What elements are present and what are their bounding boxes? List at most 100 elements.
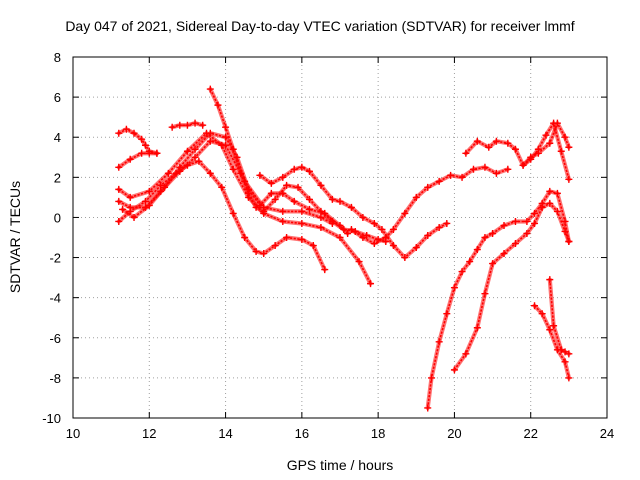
data-point [164, 169, 172, 177]
data-point [328, 195, 336, 203]
data-point [511, 145, 519, 153]
data-point [527, 155, 535, 163]
x-tick-label: 16 [295, 426, 309, 441]
data-point [466, 258, 474, 266]
chart-title: Day 047 of 2021, Sidereal Day-to-day VTE… [65, 18, 574, 34]
data-point [489, 260, 497, 268]
data-point [557, 346, 565, 354]
data-point [195, 157, 203, 165]
x-tick-label: 20 [447, 426, 461, 441]
data-point [546, 276, 554, 284]
data-point [145, 147, 153, 155]
data-point [565, 175, 573, 183]
data-point [523, 217, 531, 225]
data-point [553, 207, 561, 215]
series-track-2 [115, 125, 161, 157]
series-track-3 [168, 119, 207, 131]
data-point [534, 145, 542, 153]
data-point [511, 240, 519, 248]
data-point [206, 85, 214, 93]
data-point [115, 163, 123, 171]
data-point [538, 203, 546, 211]
y-tick-label: 0 [54, 210, 61, 225]
data-point [435, 177, 443, 185]
y-axis-label: SDTVAR / TECUs [7, 181, 23, 293]
data-point [435, 338, 443, 346]
series-band [116, 127, 159, 156]
data-point [229, 165, 237, 173]
data-point [290, 197, 298, 205]
data-point [141, 141, 149, 149]
data-point [531, 219, 539, 227]
data-point [546, 139, 554, 147]
data-point [260, 250, 268, 258]
y-tick-label: -6 [49, 331, 61, 346]
data-point [168, 123, 176, 131]
data-point [241, 234, 249, 241]
series-track-14 [450, 199, 573, 374]
data-point [546, 199, 554, 207]
data-point [389, 225, 397, 233]
y-tick-label: 4 [54, 130, 61, 145]
data-point [122, 125, 130, 133]
data-point [561, 348, 569, 356]
data-point [130, 213, 138, 221]
y-tick-label: 8 [54, 50, 61, 65]
data-point [511, 217, 519, 225]
data-point [561, 227, 569, 235]
data-point [492, 169, 500, 177]
data-point [271, 242, 279, 250]
data-point [389, 242, 397, 250]
data-point [359, 213, 367, 221]
data-point [473, 246, 481, 254]
data-point [336, 234, 344, 241]
data-point [565, 374, 573, 382]
data-point [561, 133, 569, 141]
data-point [550, 322, 558, 330]
data-point [153, 149, 161, 157]
data-point [531, 302, 539, 310]
data-point [462, 149, 470, 157]
series-track-15 [531, 302, 573, 382]
data-point [489, 229, 497, 237]
data-point [481, 163, 489, 171]
data-point [450, 284, 458, 292]
series-track-4 [115, 129, 375, 288]
data-point [557, 147, 565, 155]
data-point [206, 169, 214, 177]
data-point [126, 193, 134, 201]
data-point [565, 143, 573, 151]
data-point [279, 217, 287, 225]
grid-layer [73, 57, 607, 418]
data-point [267, 179, 275, 187]
x-axis-label: GPS time / hours [287, 457, 394, 473]
data-point [183, 121, 191, 129]
data-point [336, 197, 344, 205]
series-track-16 [546, 276, 573, 358]
data-point [115, 217, 123, 225]
data-point [161, 183, 169, 191]
series-track-9 [256, 163, 451, 262]
data-point [458, 173, 466, 181]
data-point [115, 185, 123, 193]
y-tick-label: -10 [42, 411, 61, 426]
data-point [443, 219, 451, 227]
plot-frame [72, 56, 608, 419]
data-point [317, 181, 325, 189]
data-point [370, 240, 378, 248]
data-point [126, 155, 134, 163]
series-markers [533, 305, 570, 379]
x-tick-label: 10 [66, 426, 80, 441]
series-track-6 [115, 157, 329, 274]
series-markers [118, 160, 326, 270]
x-tick-label: 14 [218, 426, 232, 441]
data-point [176, 121, 184, 129]
data-point [298, 219, 306, 227]
data-point [290, 165, 298, 173]
data-point [401, 254, 409, 262]
data-point [504, 165, 512, 173]
data-point [267, 189, 275, 197]
x-tick-label: 22 [523, 426, 537, 441]
